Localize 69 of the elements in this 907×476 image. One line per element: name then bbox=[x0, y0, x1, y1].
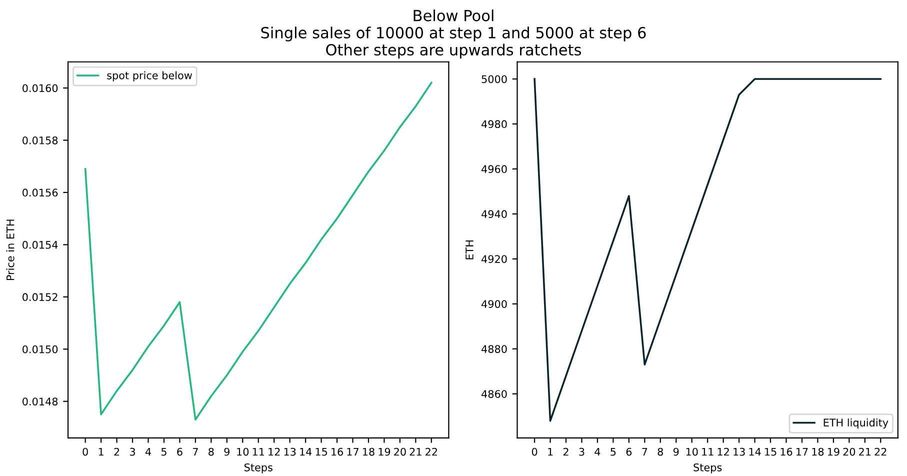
x-tick-label: 5 bbox=[161, 448, 166, 456]
x-tick-label: 14 bbox=[749, 448, 761, 456]
x-tick-label: 5 bbox=[610, 448, 616, 456]
line-series bbox=[84, 82, 432, 421]
x-tick-label: 4 bbox=[594, 448, 600, 456]
y-tick-label: 0.0150 bbox=[22, 345, 58, 354]
y-tick-label: 0.0158 bbox=[22, 136, 58, 144]
y-axis-title: Price in ETH bbox=[6, 220, 14, 280]
x-tick-label: 9 bbox=[673, 448, 679, 456]
x-tick-label: 20 bbox=[843, 448, 856, 456]
x-tick-label: 2 bbox=[563, 448, 568, 456]
y-tick-label: 4860 bbox=[482, 390, 507, 398]
x-tick-label: 21 bbox=[859, 448, 871, 456]
x-tick-label: 22 bbox=[874, 448, 886, 456]
y-tick-label: 0.0152 bbox=[22, 293, 58, 302]
y-tick-label: 4900 bbox=[482, 300, 507, 308]
x-tick-label: 4 bbox=[145, 448, 151, 456]
y-axis-title: ETH bbox=[466, 240, 474, 260]
x-tick-label: 0 bbox=[82, 448, 88, 456]
x-tick-label: 2 bbox=[114, 448, 120, 456]
y-tick-label: 4880 bbox=[482, 345, 507, 353]
x-tick-label: 19 bbox=[828, 448, 840, 456]
x-tick-label: 18 bbox=[812, 448, 824, 456]
x-tick-label: 10 bbox=[686, 448, 698, 456]
x-axis-title: Steps bbox=[244, 463, 272, 474]
x-axis-title: Steps bbox=[694, 463, 722, 474]
x-tick-label: 12 bbox=[718, 448, 729, 456]
x-tick-label: 12 bbox=[268, 448, 280, 456]
x-tick-label: 6 bbox=[626, 448, 632, 456]
x-tick-label: 0 bbox=[532, 448, 538, 456]
x-tick-label: 13 bbox=[734, 448, 745, 456]
x-tick-label: 19 bbox=[378, 448, 390, 456]
x-tick-label: 13 bbox=[284, 448, 296, 456]
x-tick-label: 16 bbox=[332, 448, 343, 456]
x-tick-label: 7 bbox=[642, 448, 648, 456]
y-tick-label: 4940 bbox=[482, 210, 507, 218]
x-tick-label: 18 bbox=[363, 448, 374, 456]
y-tick-label: 0.0154 bbox=[22, 240, 58, 249]
x-tick-label: 7 bbox=[192, 448, 198, 456]
x-tick-label: 22 bbox=[426, 448, 437, 456]
x-tick-label: 1 bbox=[98, 448, 104, 456]
x-tick-label: 16 bbox=[780, 448, 792, 456]
x-tick-label: 11 bbox=[702, 448, 714, 456]
x-tick-label: 1 bbox=[548, 448, 553, 456]
y-tick-label: 4920 bbox=[482, 255, 507, 263]
x-tick-label: 3 bbox=[579, 448, 584, 456]
y-tick-label: 4960 bbox=[482, 165, 507, 174]
y-tick-label: 0.0156 bbox=[22, 188, 58, 197]
x-tick-label: 20 bbox=[394, 448, 406, 456]
x-tick-label: 14 bbox=[300, 448, 312, 456]
legend-label: ETH liquidity bbox=[824, 418, 888, 429]
x-tick-label: 15 bbox=[765, 448, 776, 456]
x-tick-label: 8 bbox=[208, 448, 214, 456]
x-tick-label: 10 bbox=[237, 448, 249, 456]
y-tick-label: 0.0160 bbox=[22, 84, 58, 92]
x-tick-label: 15 bbox=[316, 448, 328, 456]
x-tick-label: 17 bbox=[796, 448, 808, 456]
y-tick-label: 4980 bbox=[482, 120, 507, 128]
x-tick-label: 3 bbox=[130, 448, 135, 456]
y-tick-label: 0.0148 bbox=[22, 398, 58, 406]
x-tick-label: 21 bbox=[410, 448, 422, 456]
x-tick-label: 6 bbox=[177, 448, 182, 456]
x-tick-label: 17 bbox=[347, 448, 358, 456]
x-tick-label: 11 bbox=[252, 448, 264, 456]
x-tick-label: 8 bbox=[658, 448, 663, 456]
chart-title: Below Pool Single sales of 10000 at step 1 and 5000 at step 6 Other steps are upwards ratchets bbox=[261, 10, 646, 59]
y-tick-label: 5000 bbox=[482, 75, 507, 84]
legend-label: spot price below bbox=[107, 71, 192, 82]
x-tick-label: 9 bbox=[224, 448, 230, 456]
